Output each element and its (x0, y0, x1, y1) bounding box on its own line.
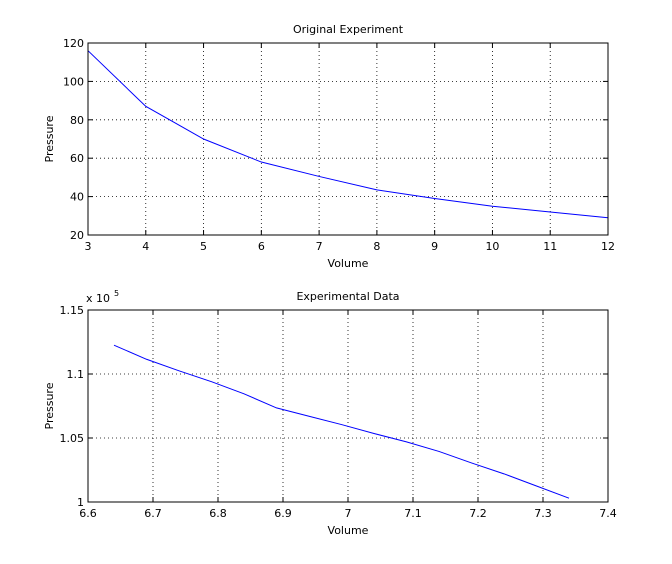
data-line (87, 50, 609, 219)
y-tick-label: 1.1 (67, 368, 85, 381)
y-tick-label: 80 (70, 114, 84, 127)
chart-title: Original Experiment (293, 23, 404, 36)
x-axis-label: Volume (328, 257, 369, 270)
y-tick-label: 40 (70, 191, 84, 204)
x-tick-label: 6.7 (144, 507, 162, 520)
x-tick-label: 7 (316, 240, 323, 253)
y-tick-label: 60 (70, 152, 84, 165)
exponent-power: 5 (114, 289, 119, 298)
data-line (113, 344, 570, 499)
y-tick-label: 1 (77, 496, 84, 509)
x-axis-label: Volume (328, 524, 369, 537)
y-tick-label: 1.15 (60, 304, 85, 317)
x-tick-label: 11 (543, 240, 557, 253)
x-tick-label: 10 (485, 240, 499, 253)
chart-title: Experimental Data (296, 290, 399, 303)
x-tick-label: 6.6 (79, 507, 97, 520)
x-tick-label: 7 (345, 507, 352, 520)
x-tick-label: 3 (85, 240, 92, 253)
x-tick-label: 7.3 (534, 507, 552, 520)
y-axis-label: Pressure (43, 382, 56, 429)
x-tick-label: 12 (601, 240, 615, 253)
exponent-label: x 10 (86, 292, 110, 305)
x-tick-label: 5 (200, 240, 207, 253)
y-axis-label: Pressure (43, 115, 56, 162)
x-tick-label: 7.2 (469, 507, 487, 520)
y-tick-label: 100 (63, 75, 84, 88)
x-tick-label: 6.9 (274, 507, 292, 520)
axes-box (87, 42, 609, 236)
chart-experimental-data: 6.6 6.7 6.8 6.9 7 7.1 7.2 7.3 7.4 1 1.05 1.1 1.15 Exp… (43, 289, 617, 537)
plot-area (88, 43, 608, 235)
x-tick-label: 6.8 (209, 507, 227, 520)
chart-original-experiment: 3 4 5 6 7 8 9 10 11 12 20 40 60 80 100 120 Original Expe… (43, 23, 615, 270)
x-tick-label: 6 (258, 240, 265, 253)
x-tick-label: 7.1 (404, 507, 422, 520)
y-tick-label: 20 (70, 229, 84, 242)
x-tick-label: 8 (373, 240, 380, 253)
x-tick-label: 9 (431, 240, 438, 253)
x-tick-label: 7.4 (599, 507, 617, 520)
y-tick-label: 1.05 (60, 432, 85, 445)
y-tick-label: 120 (63, 37, 84, 50)
x-tick-label: 4 (142, 240, 149, 253)
